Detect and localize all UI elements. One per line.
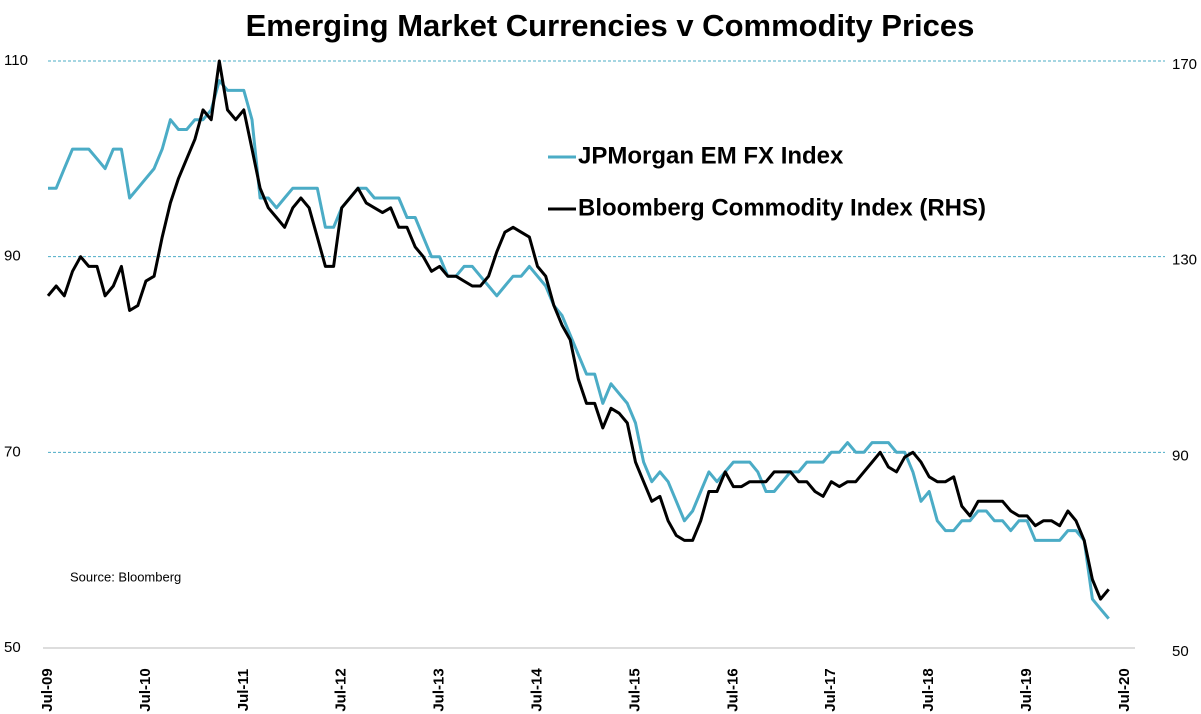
series-line [46, 59, 1110, 601]
x-tick-label: Jul-18 [920, 668, 937, 711]
y-tick-label: 50 [4, 639, 21, 656]
y2-tick-label: 50 [1172, 643, 1189, 660]
x-tick-label: Jul-10 [137, 668, 154, 711]
y2-tick-label: 90 [1172, 447, 1189, 464]
x-tick-label: Jul-09 [39, 668, 56, 711]
y2-tick-label: 130 [1172, 252, 1197, 269]
x-tick-label: Jul-14 [529, 668, 546, 712]
legend-label: Bloomberg Commodity Index (RHS) [578, 194, 986, 221]
x-tick-label: Jul-19 [1018, 668, 1035, 711]
x-tick-label: Jul-12 [333, 668, 350, 711]
source-note: Source: Bloomberg [70, 569, 181, 584]
y-tick-label: 110 [4, 52, 28, 69]
y-tick-label: 90 [4, 248, 21, 265]
x-tick-label: Jul-13 [431, 668, 448, 711]
x-tick-label: Jul-15 [626, 668, 643, 711]
y-tick-label: 70 [4, 443, 21, 460]
x-tick-label: Jul-11 [235, 669, 252, 712]
chart-title: Emerging Market Currencies v Commodity P… [246, 8, 975, 43]
x-tick-label: Jul-17 [822, 668, 839, 711]
y2-tick-label: 170 [1172, 56, 1197, 73]
x-tick-label: Jul-16 [724, 668, 741, 711]
x-tick-label: Jul-20 [1116, 668, 1133, 711]
legend-label: JPMorgan EM FX Index [578, 142, 844, 169]
